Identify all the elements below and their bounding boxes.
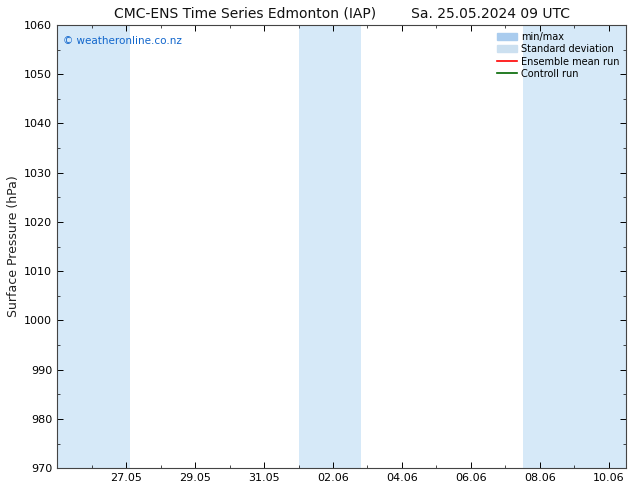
Title: CMC-ENS Time Series Edmonton (IAP)        Sa. 25.05.2024 09 UTC: CMC-ENS Time Series Edmonton (IAP) Sa. 2… — [113, 7, 569, 21]
Y-axis label: Surface Pressure (hPa): Surface Pressure (hPa) — [7, 176, 20, 318]
Bar — [522, 25, 626, 468]
Bar — [299, 25, 361, 468]
Bar — [57, 25, 129, 468]
Text: © weatheronline.co.nz: © weatheronline.co.nz — [63, 36, 182, 46]
Legend: min/max, Standard deviation, Ensemble mean run, Controll run: min/max, Standard deviation, Ensemble me… — [496, 30, 621, 81]
